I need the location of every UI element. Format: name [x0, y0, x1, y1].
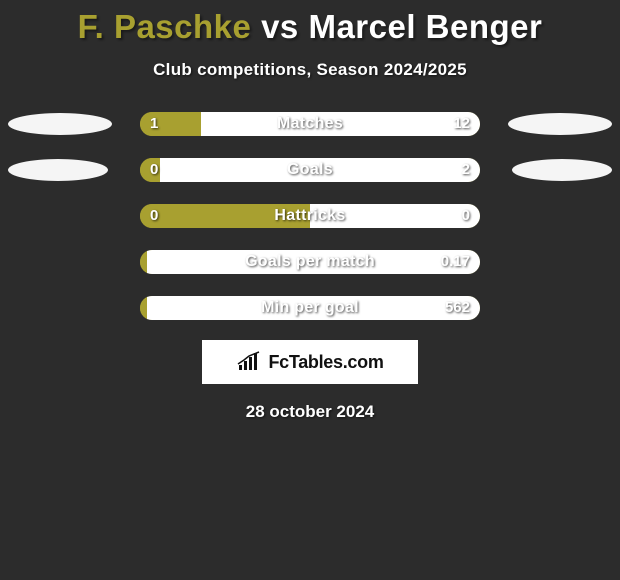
infographic-date: 28 october 2024: [0, 402, 620, 422]
stat-row: Hattricks00: [0, 202, 620, 230]
bar-track: [140, 250, 480, 274]
bar-right: [147, 250, 480, 274]
stat-row: Min per goal562: [0, 294, 620, 322]
fctables-logo: FcTables.com: [202, 340, 418, 384]
bar-left: [140, 112, 201, 136]
bar-left: [140, 250, 147, 274]
bar-track: [140, 112, 480, 136]
bar-track: [140, 296, 480, 320]
player1-name: F. Paschke: [78, 8, 252, 45]
player2-ellipse: [512, 159, 612, 181]
subtitle: Club competitions, Season 2024/2025: [0, 60, 620, 80]
stat-row: Matches112: [0, 110, 620, 138]
bar-left: [140, 296, 147, 320]
bar-track: [140, 158, 480, 182]
bar-right: [160, 158, 480, 182]
bar-right: [147, 296, 480, 320]
bar-left: [140, 204, 310, 228]
player1-ellipse: [8, 159, 108, 181]
comparison-title: F. Paschke vs Marcel Benger: [0, 0, 620, 46]
bar-chart-icon: [236, 351, 264, 373]
player1-ellipse: [8, 113, 112, 135]
player2-name: Marcel Benger: [308, 8, 542, 45]
player2-ellipse: [508, 113, 612, 135]
stat-row: Goals02: [0, 156, 620, 184]
infographic-container: F. Paschke vs Marcel Benger Club competi…: [0, 0, 620, 580]
bar-right: [201, 112, 480, 136]
stat-row: Goals per match0.17: [0, 248, 620, 276]
logo-text: FcTables.com: [268, 352, 383, 373]
vs-label: vs: [261, 8, 299, 45]
bar-right: [310, 204, 480, 228]
bar-left: [140, 158, 160, 182]
comparison-chart: Matches112 Goals02 Hattricks00 Goals per ma…: [0, 110, 620, 322]
bar-track: [140, 204, 480, 228]
